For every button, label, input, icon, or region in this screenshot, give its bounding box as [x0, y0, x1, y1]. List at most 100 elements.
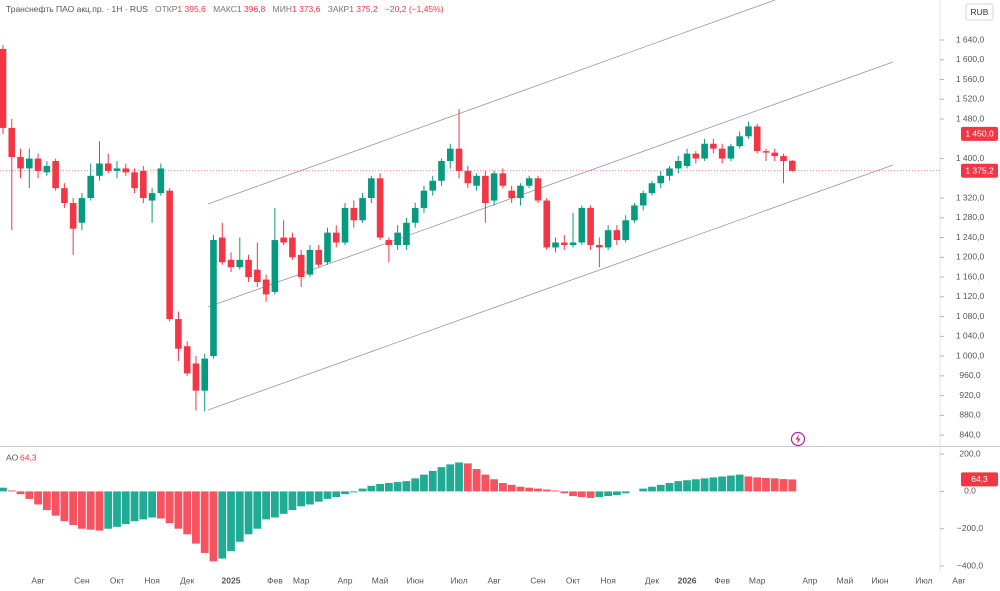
y-tick-label: 1 640,0 [956, 34, 985, 44]
y-tick-label: 920,0 [959, 390, 981, 400]
ao-bar [174, 491, 183, 529]
candle-body [771, 152, 779, 157]
candle-body [604, 230, 612, 248]
ao-bar [16, 491, 25, 495]
candle-body [96, 163, 103, 176]
ao-bar [306, 491, 314, 505]
alert-badge: 1 450,0 [965, 129, 994, 139]
candle-body [455, 148, 463, 171]
change: −20,2 (−1,45%) [384, 4, 444, 14]
ao-bar [762, 477, 770, 492]
x-tick-label: Дек [180, 575, 194, 585]
x-tick-label: Июл [450, 575, 467, 585]
ao-bar [420, 474, 428, 492]
ao-bar [183, 491, 192, 535]
candle-body [473, 175, 480, 186]
x-tick-label: Июн [407, 575, 424, 585]
last-price-badge-box [961, 163, 998, 178]
candle-body [315, 249, 323, 265]
y-tick-label: 1 600,0 [956, 54, 985, 64]
candle-body [622, 220, 629, 241]
ao-bar [25, 491, 34, 499]
ao-bar [42, 491, 51, 511]
ao-bar [569, 491, 577, 497]
stat-value: 1 396,8 [236, 4, 266, 14]
candle-body [218, 237, 226, 263]
ao-bar [244, 491, 253, 535]
ao-bar [235, 491, 244, 542]
ao-bar [7, 490, 16, 492]
candle-body [254, 269, 261, 283]
indicator-badge: 64,3 [971, 474, 988, 484]
ao-bar [69, 491, 78, 525]
symbol: Транснефть ПАО акц.пр. · 1Н · RUS [6, 4, 148, 14]
ao-bar [735, 474, 744, 492]
candle-body [376, 178, 384, 238]
candle-body [753, 126, 761, 152]
candle-body [289, 237, 296, 258]
candle-body [34, 158, 42, 171]
ao-bar [148, 491, 156, 518]
x-tick-label: Май [837, 575, 854, 585]
stat-label: МАКС [213, 4, 237, 14]
candle-body [104, 163, 112, 171]
ao-bar [516, 486, 525, 492]
ao-bar [648, 486, 656, 492]
ao-bar [200, 491, 209, 553]
candle-body [140, 170, 147, 199]
candle-body [411, 207, 419, 223]
y-tick-label: 1 480,0 [956, 113, 985, 123]
candle-body [482, 175, 489, 203]
x-tick-label: 2026 [678, 575, 697, 585]
x-tick-label: Июн [871, 575, 888, 585]
x-tick-label: Ноя [144, 575, 160, 585]
candle-body [578, 207, 586, 243]
candle-body [780, 156, 787, 162]
ao-bar [542, 489, 551, 492]
ao-bar [367, 485, 376, 492]
replay-icon[interactable] [790, 431, 806, 447]
ao-bar [455, 462, 463, 492]
stat-value: 1 375,2 [349, 4, 378, 14]
ao-bar [165, 491, 174, 524]
stat-value: 1 373,6 [292, 4, 321, 14]
x-tick-label: Апр [802, 575, 817, 585]
candle-body [403, 222, 410, 245]
candle-body [385, 240, 393, 245]
x-tick-label: Сен [530, 575, 546, 585]
ao-bar [227, 491, 235, 552]
x-tick-label: Окт [110, 575, 124, 585]
y-tick-label: 0,0 [964, 486, 976, 496]
indicator-value: 64,3 [20, 452, 37, 462]
candle-body [429, 180, 437, 191]
candle-body [683, 153, 691, 166]
x-tick-label: Ноя [600, 575, 616, 585]
ao-bar [718, 476, 727, 492]
candle-body [727, 146, 735, 159]
y-tick-label: 1 320,0 [956, 192, 985, 202]
candle-body [262, 279, 270, 295]
candle-body [43, 165, 51, 173]
candle-body [613, 230, 621, 241]
ao-bar [534, 488, 542, 492]
alert-badge-box [961, 126, 998, 141]
y-tick-label: 1 120,0 [956, 291, 985, 301]
ao-bar [507, 484, 516, 492]
candle-body [534, 178, 542, 201]
last-price-badge: 1 375,2 [965, 166, 994, 176]
indicator-name: AO [6, 452, 19, 462]
ao-bar [104, 491, 113, 529]
x-tick-label: Фев [714, 575, 730, 585]
symbol-header: Транснефть ПАО акц.пр. · 1Н · RUS ОТКР1 … [6, 4, 449, 14]
candle-body [280, 237, 287, 243]
ao-bar [437, 467, 446, 492]
x-tick-label: Авг [952, 575, 965, 585]
candle-body [789, 160, 796, 171]
ao-bar [121, 491, 130, 525]
candle-body [648, 183, 656, 194]
y-tick-label: 1 400,0 [956, 153, 985, 163]
candle-body [701, 143, 708, 159]
currency-box[interactable] [965, 3, 994, 21]
candle-body [227, 259, 235, 268]
